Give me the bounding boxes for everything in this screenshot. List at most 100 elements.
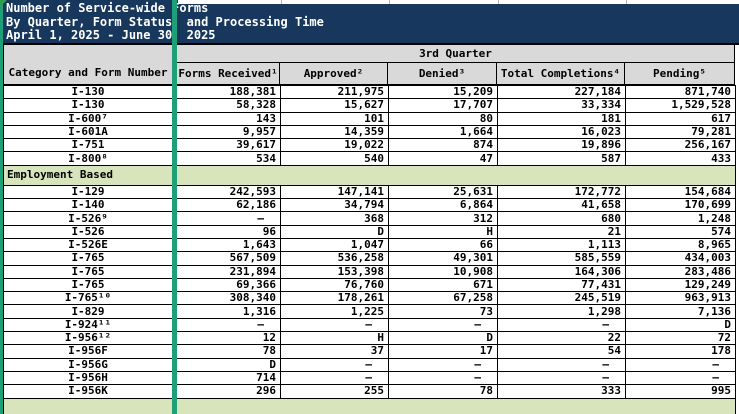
value-cell[interactable]: 534: [172, 151, 281, 166]
value-cell[interactable]: 434,003: [625, 251, 736, 266]
value-cell[interactable]: 66: [388, 237, 498, 253]
value-cell[interactable]: 308,340: [172, 291, 281, 306]
value-cell[interactable]: –: [625, 370, 736, 386]
category-header-cell[interactable]: Category and Form Number: [3, 45, 172, 85]
value-cell[interactable]: 585,559: [497, 251, 626, 266]
value-cell[interactable]: 33,334: [497, 98, 626, 113]
value-cell[interactable]: 540: [280, 151, 389, 166]
column-header-denied[interactable]: Denied³: [388, 63, 497, 85]
value-cell[interactable]: 1,248: [625, 211, 736, 226]
value-cell[interactable]: 153,398: [280, 264, 389, 279]
value-cell[interactable]: 283,486: [625, 264, 736, 279]
form-number-cell[interactable]: I-924¹¹: [3, 317, 173, 333]
quarter-header-cell[interactable]: 3rd Quarter: [177, 45, 735, 63]
value-cell[interactable]: 995: [625, 384, 736, 399]
value-cell[interactable]: 154,684: [625, 184, 736, 200]
value-cell[interactable]: 22: [497, 331, 626, 346]
value-cell[interactable]: 14,359: [280, 124, 389, 140]
value-cell[interactable]: 147,141: [280, 184, 389, 200]
value-cell[interactable]: 58,328: [172, 98, 281, 113]
value-cell[interactable]: 671: [388, 277, 498, 293]
form-number-cell[interactable]: I-765¹⁰: [3, 291, 173, 306]
value-cell[interactable]: 1,047: [280, 237, 389, 253]
value-cell[interactable]: 19,896: [497, 138, 626, 153]
form-number-cell[interactable]: I-130: [3, 84, 173, 100]
value-cell[interactable]: –: [497, 317, 626, 333]
value-cell[interactable]: 25,631: [388, 184, 498, 200]
value-cell[interactable]: 574: [625, 224, 736, 239]
form-number-cell[interactable]: I-140: [3, 198, 173, 213]
value-cell[interactable]: 1,664: [388, 124, 498, 140]
value-cell[interactable]: 96: [172, 224, 281, 239]
value-cell[interactable]: 54: [497, 344, 626, 359]
form-number-cell[interactable]: I-956K: [3, 384, 173, 399]
value-cell[interactable]: 181: [497, 111, 626, 126]
column-header-total-completions[interactable]: Total Completions⁴: [497, 63, 625, 85]
value-cell[interactable]: 333: [497, 384, 626, 399]
value-cell[interactable]: 178,261: [280, 291, 389, 306]
value-cell[interactable]: –: [280, 370, 389, 386]
value-cell[interactable]: 10,908: [388, 264, 498, 279]
value-cell[interactable]: –: [172, 211, 281, 226]
section-filler-cell[interactable]: [172, 164, 736, 186]
value-cell[interactable]: 1,225: [280, 304, 389, 319]
value-cell[interactable]: 80: [388, 111, 498, 126]
value-cell[interactable]: 49,301: [388, 251, 498, 266]
value-cell[interactable]: –: [497, 370, 626, 386]
form-number-cell[interactable]: I-526: [3, 224, 173, 239]
value-cell[interactable]: 312: [388, 211, 498, 226]
value-cell[interactable]: 78: [388, 384, 498, 399]
value-cell[interactable]: H: [388, 224, 498, 239]
value-cell[interactable]: 9,957: [172, 124, 281, 140]
value-cell[interactable]: 963,913: [625, 291, 736, 306]
value-cell[interactable]: D: [388, 331, 498, 346]
value-cell[interactable]: 39,617: [172, 138, 281, 153]
value-cell[interactable]: 143: [172, 111, 281, 126]
value-cell[interactable]: 21: [497, 224, 626, 239]
value-cell[interactable]: 79,281: [625, 124, 736, 140]
value-cell[interactable]: 170,699: [625, 198, 736, 213]
value-cell[interactable]: 1,643: [172, 237, 281, 253]
value-cell[interactable]: 1,298: [497, 304, 626, 319]
value-cell[interactable]: 37: [280, 344, 389, 359]
value-cell[interactable]: 69,366: [172, 277, 281, 293]
value-cell[interactable]: 16,023: [497, 124, 626, 140]
value-cell[interactable]: 231,894: [172, 264, 281, 279]
value-cell[interactable]: 536,258: [280, 251, 389, 266]
value-cell[interactable]: 67,258: [388, 291, 498, 306]
value-cell[interactable]: 617: [625, 111, 736, 126]
value-cell[interactable]: 211,975: [280, 84, 389, 100]
value-cell[interactable]: 15,627: [280, 98, 389, 113]
value-cell[interactable]: 245,519: [497, 291, 626, 306]
value-cell[interactable]: 714: [172, 370, 281, 386]
form-number-cell[interactable]: I-526E: [3, 237, 173, 253]
column-header-forms-received[interactable]: Forms Received¹: [177, 63, 280, 85]
value-cell[interactable]: 178: [625, 344, 736, 359]
column-header-approved[interactable]: Approved²: [280, 63, 388, 85]
value-cell[interactable]: 72: [625, 331, 736, 346]
value-cell[interactable]: 368: [280, 211, 389, 226]
value-cell[interactable]: –: [625, 357, 736, 372]
value-cell[interactable]: 12: [172, 331, 281, 346]
form-number-cell[interactable]: I-765: [3, 251, 173, 266]
value-cell[interactable]: H: [280, 331, 389, 346]
value-cell[interactable]: 1,316: [172, 304, 281, 319]
value-cell[interactable]: D: [172, 357, 281, 372]
form-number-cell[interactable]: I-601A: [3, 124, 173, 140]
form-number-cell[interactable]: I-129: [3, 184, 173, 200]
value-cell[interactable]: 76,760: [280, 277, 389, 293]
form-number-cell[interactable]: I-751: [3, 138, 173, 153]
column-header-pending[interactable]: Pending⁵: [625, 63, 735, 85]
section-label-cell[interactable]: [3, 397, 173, 414]
value-cell[interactable]: 242,593: [172, 184, 281, 200]
form-number-cell[interactable]: I-765: [3, 264, 173, 279]
value-cell[interactable]: 256,167: [625, 138, 736, 153]
form-number-cell[interactable]: I-130: [3, 98, 173, 113]
value-cell[interactable]: 871,740: [625, 84, 736, 100]
value-cell[interactable]: –: [280, 357, 389, 372]
form-number-cell[interactable]: I-956¹²: [3, 331, 173, 346]
value-cell[interactable]: –: [388, 357, 498, 372]
form-number-cell[interactable]: I-956H: [3, 370, 173, 386]
value-cell[interactable]: –: [497, 357, 626, 372]
value-cell[interactable]: 101: [280, 111, 389, 126]
